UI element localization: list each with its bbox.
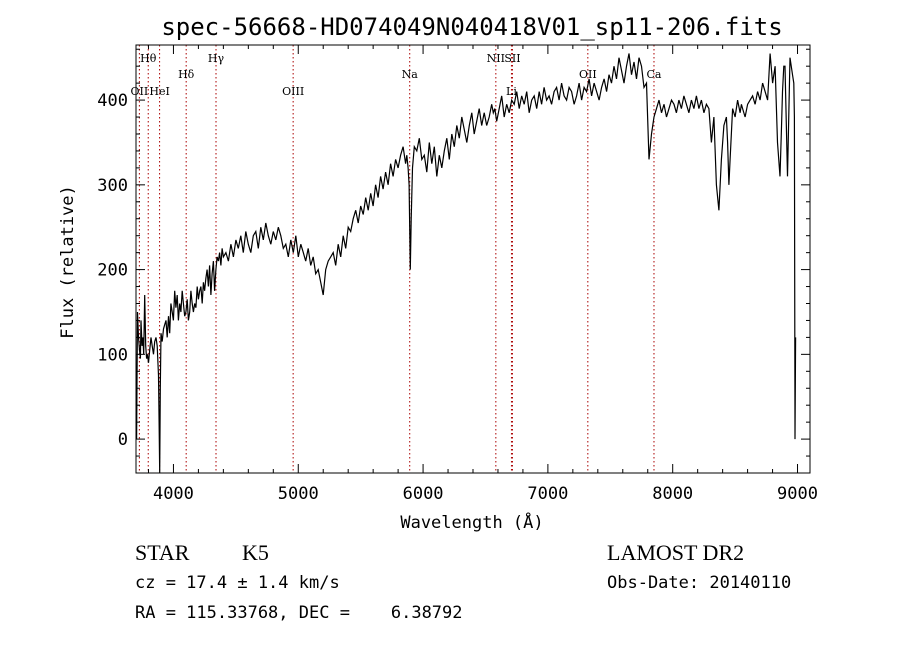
x-axis: 4000 5000 6000 7000 8000 9000 [147, 45, 818, 504]
y-axis-label: Flux (relative) [58, 185, 78, 339]
line-label-3: Hδ [178, 68, 195, 81]
survey-name: LAMOST DR2 [607, 540, 745, 565]
line-label-1: OII [131, 85, 149, 98]
x-tick-label-0: 4000 [153, 484, 194, 504]
line-label-8: SII [504, 52, 520, 65]
object-subclass: K5 [242, 540, 269, 565]
y-tick-label-4: 400 [97, 91, 128, 111]
spectrum-line [136, 53, 797, 473]
spectrum-series [136, 53, 797, 473]
line-label-10: OII [579, 68, 597, 81]
y-tick-label-1: 100 [97, 345, 128, 365]
line-label-6: Na [402, 68, 419, 81]
line-label-11: Ca [646, 68, 661, 81]
x-tick-label-4: 8000 [652, 484, 693, 504]
line-label-5: OIII [282, 85, 304, 98]
y-tick-label-2: 200 [97, 261, 128, 281]
y-tick-label-3: 300 [97, 176, 128, 196]
y-tick-label-0: 0 [118, 430, 128, 450]
x-tick-label-2: 6000 [403, 484, 444, 504]
x-tick-label-3: 7000 [527, 484, 568, 504]
obs-date: Obs-Date: 20140110 [607, 573, 792, 593]
line-label-7: NII [487, 52, 505, 65]
redshift-line: cz = 17.4 ± 1.4 km/s [135, 573, 340, 593]
x-tick-label-5: 9000 [777, 484, 818, 504]
chart-title: spec-56668-HD074049N040418V01_sp11-206.f… [161, 13, 782, 41]
line-label-0: Hθ [140, 52, 157, 65]
x-tick-label-1: 5000 [278, 484, 319, 504]
line-label-2: HeI [149, 85, 169, 98]
line-label-4: Hγ [208, 52, 225, 65]
y-axis: 0 100 200 300 400 [97, 48, 810, 457]
object-class: STAR [135, 540, 190, 565]
ra-dec-line: RA = 115.33768, DEC = 6.38792 [135, 603, 463, 623]
line-label-9: Li [506, 85, 517, 98]
x-axis-label: Wavelength (Å) [400, 511, 543, 533]
